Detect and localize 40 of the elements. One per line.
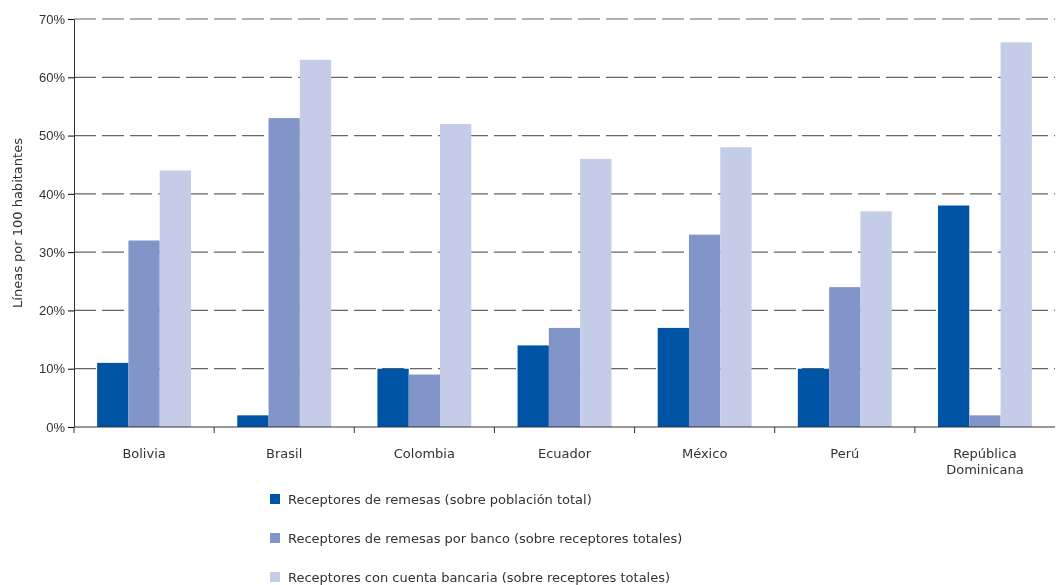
bar	[937, 205, 970, 427]
x-tick-label: Ecuador	[537, 446, 592, 461]
y-tick-label: 50%	[38, 128, 66, 144]
bar	[657, 327, 689, 427]
bar	[128, 240, 160, 427]
legend-label: Receptores de remesas (sobre población total)	[288, 492, 592, 507]
bar	[377, 368, 409, 427]
y-tick-label: 70%	[38, 11, 66, 27]
y-tick-label: 0%	[46, 419, 66, 435]
bar	[969, 415, 1001, 427]
bar	[688, 234, 721, 427]
bar	[548, 327, 581, 427]
legend-label: Receptores con cuenta bancaria (sobre receptores totales)	[288, 570, 671, 585]
y-tick-label: 60%	[38, 69, 66, 85]
bar	[159, 170, 192, 427]
bar	[860, 211, 892, 427]
bar	[268, 118, 300, 427]
bar	[517, 345, 549, 427]
bar	[580, 158, 612, 427]
x-tick-label: Bolivia	[122, 446, 166, 461]
y-tick-label: 10%	[38, 361, 66, 377]
bar	[720, 147, 752, 427]
y-tick-label: 40%	[38, 186, 66, 202]
bar	[237, 415, 269, 427]
legend-label: Receptores de remesas por banco (sobre receptores totales)	[288, 531, 683, 546]
bar	[797, 368, 830, 427]
y-axis-title: Líneas por 100 habitantes	[10, 137, 25, 308]
y-tick-label: 30%	[38, 244, 66, 260]
x-tick-label: Perú	[830, 446, 860, 461]
bar	[97, 362, 129, 427]
x-tick-label: Brasil	[266, 446, 303, 461]
y-tick-label: 20%	[38, 303, 66, 319]
bar	[299, 59, 332, 427]
x-tick-label: República Dominicana	[946, 446, 1024, 477]
bar	[829, 287, 861, 427]
x-tick-label: México	[681, 446, 728, 461]
bar	[440, 123, 472, 427]
x-tick-label: Colombia	[393, 446, 455, 461]
bar	[1000, 42, 1032, 427]
bar	[408, 374, 441, 427]
